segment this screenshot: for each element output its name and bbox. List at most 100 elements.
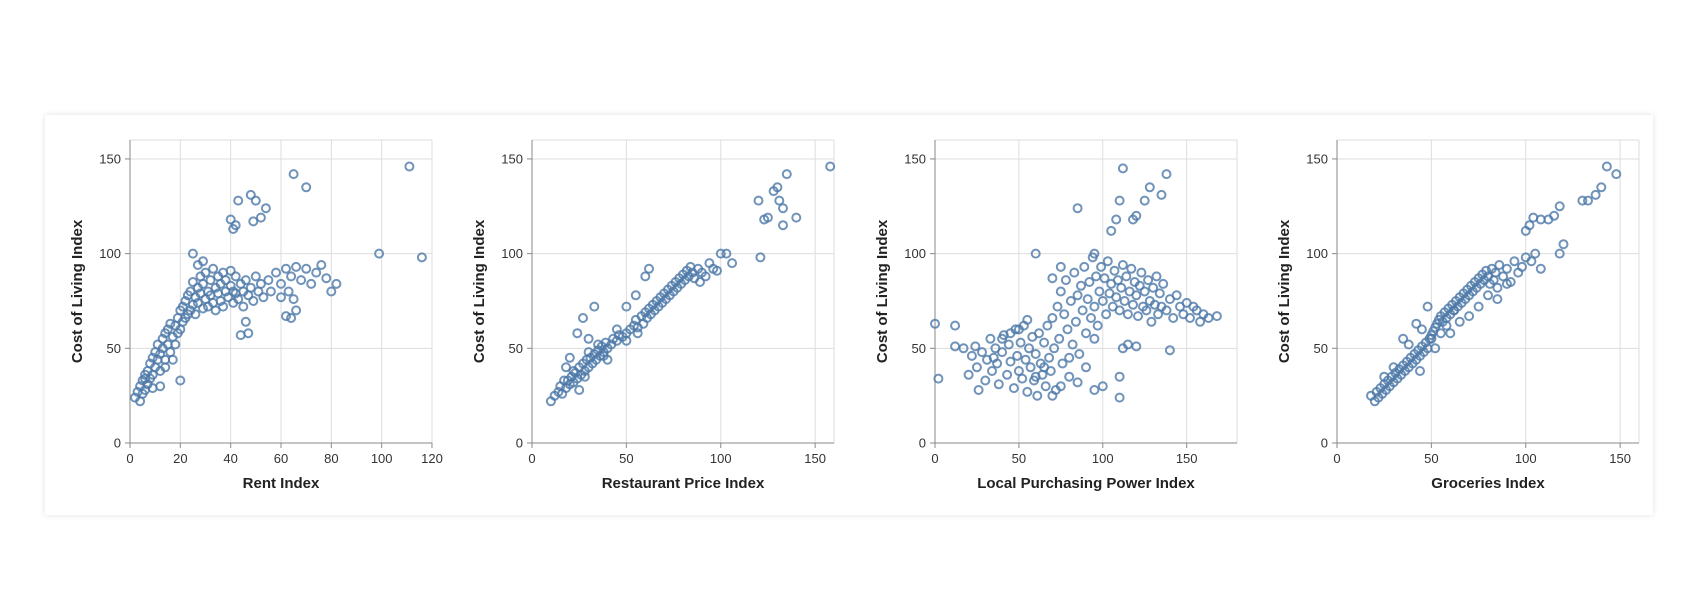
x-tick-label: 40 bbox=[223, 451, 237, 466]
scatter-point bbox=[1449, 305, 1459, 316]
scatter-point bbox=[1089, 301, 1100, 312]
scatter-point bbox=[286, 313, 297, 323]
scatter-point bbox=[208, 263, 219, 274]
scatter-point bbox=[296, 275, 307, 286]
scatter-point bbox=[301, 263, 312, 274]
scatter-point bbox=[564, 352, 575, 363]
scatter-point bbox=[781, 169, 792, 180]
scatter-point bbox=[276, 278, 286, 289]
scatter-point bbox=[1072, 203, 1083, 214]
scatter-point bbox=[1077, 305, 1088, 316]
scatter-point bbox=[715, 248, 726, 259]
scatter-point bbox=[988, 352, 999, 363]
x-tick-label: 50 bbox=[619, 451, 633, 466]
scatter-point bbox=[155, 381, 166, 392]
scatter-point bbox=[1554, 248, 1565, 259]
y-tick-label: 150 bbox=[904, 151, 926, 166]
scatter-point bbox=[1415, 366, 1425, 376]
scatter-point bbox=[1501, 278, 1512, 289]
x-tick-label: 150 bbox=[1176, 451, 1198, 466]
scatter-point bbox=[1131, 341, 1142, 352]
scatter-point bbox=[245, 282, 256, 293]
scatter-point bbox=[950, 341, 961, 352]
scatter-point bbox=[331, 278, 342, 289]
y-tick-label: 100 bbox=[1306, 246, 1328, 261]
scatter-point bbox=[1044, 352, 1055, 363]
scatter-point bbox=[1501, 263, 1512, 274]
scatter-point bbox=[238, 301, 249, 312]
x-tick-label: 150 bbox=[804, 451, 826, 466]
scatter-point bbox=[404, 161, 415, 172]
scatter-point bbox=[561, 362, 571, 373]
scatter-point bbox=[970, 341, 981, 352]
scatter-point bbox=[1089, 248, 1100, 259]
scatter-point bbox=[190, 309, 201, 320]
scatter-point bbox=[791, 212, 802, 223]
scatter-point bbox=[1558, 239, 1569, 250]
scatter-point bbox=[276, 292, 286, 303]
scatter-point bbox=[185, 286, 196, 297]
scatter-point bbox=[1040, 381, 1051, 392]
x-tick-label: 100 bbox=[710, 451, 732, 466]
scatter-point bbox=[1146, 316, 1157, 327]
scatter-point bbox=[1435, 328, 1446, 339]
scatter-point bbox=[1136, 267, 1147, 278]
scatter-point bbox=[1017, 373, 1028, 384]
scatter-point bbox=[825, 161, 836, 172]
scatter-point bbox=[250, 271, 261, 282]
scatter-point bbox=[1114, 371, 1125, 382]
scatter-panel-2: 0 50 100 150 0 50 100 150 Restaurant Price Index… bbox=[471, 139, 836, 492]
scatter-point bbox=[1094, 286, 1105, 297]
y-tick-label: 50 bbox=[1314, 341, 1328, 356]
scatter-point bbox=[271, 267, 281, 278]
x-axis-title: Restaurant Price Index bbox=[602, 475, 765, 492]
scatter-point bbox=[1481, 265, 1492, 276]
scatter-point bbox=[621, 301, 632, 312]
scatter-panel-4: 0 50 100 150 0 50 100 150 Groceries Index Cost of… bbox=[1276, 139, 1640, 492]
scatter-point bbox=[1126, 263, 1137, 274]
x-tick-label: 120 bbox=[421, 451, 443, 466]
scatter-point bbox=[1039, 362, 1050, 373]
scatter-point bbox=[255, 278, 266, 289]
scatter-point bbox=[1398, 333, 1409, 344]
scatter-point bbox=[1185, 313, 1195, 323]
scatter-point bbox=[695, 277, 705, 287]
y-axis-title: Cost of Living Index bbox=[471, 219, 488, 363]
scatter-point bbox=[1034, 328, 1044, 339]
x-tick-label: 100 bbox=[371, 451, 393, 466]
scatter-point bbox=[245, 189, 256, 200]
scatter-point bbox=[1039, 337, 1050, 348]
scatter-point bbox=[1583, 195, 1593, 206]
scatter-point bbox=[1549, 210, 1560, 221]
scatter-point bbox=[712, 265, 722, 276]
scatter-point bbox=[230, 271, 241, 282]
scatter-point bbox=[260, 203, 271, 214]
scatter-point bbox=[1089, 333, 1100, 344]
scatter-point bbox=[416, 252, 427, 263]
scatter-point bbox=[311, 267, 322, 278]
scatter-point bbox=[1430, 343, 1441, 354]
scatter-point bbox=[1074, 349, 1085, 359]
x-axis-title: Groceries Index bbox=[1431, 475, 1545, 492]
scatter-point bbox=[1069, 267, 1080, 278]
scatter-point bbox=[727, 258, 738, 269]
scatter-point bbox=[966, 350, 977, 361]
scatter-point bbox=[572, 328, 583, 339]
scatter-point bbox=[1013, 324, 1024, 335]
scatter-point bbox=[1422, 301, 1433, 312]
scatter-point bbox=[223, 292, 234, 303]
scatter-point bbox=[1064, 371, 1075, 382]
scatter-point bbox=[574, 385, 585, 395]
scatter-point bbox=[1003, 339, 1014, 350]
x-tick-label: 50 bbox=[1424, 451, 1438, 466]
scatter-point bbox=[700, 271, 711, 282]
y-tick-label: 0 bbox=[516, 436, 523, 451]
scatter-point bbox=[1030, 371, 1041, 382]
y-tick-label: 100 bbox=[904, 246, 926, 261]
scatter-point bbox=[147, 352, 158, 363]
scatter-point bbox=[1025, 362, 1036, 373]
scatter-point bbox=[1092, 320, 1103, 331]
scatter-point bbox=[1099, 273, 1110, 284]
scatter-point bbox=[1139, 286, 1150, 297]
scatter-point bbox=[1441, 320, 1452, 331]
